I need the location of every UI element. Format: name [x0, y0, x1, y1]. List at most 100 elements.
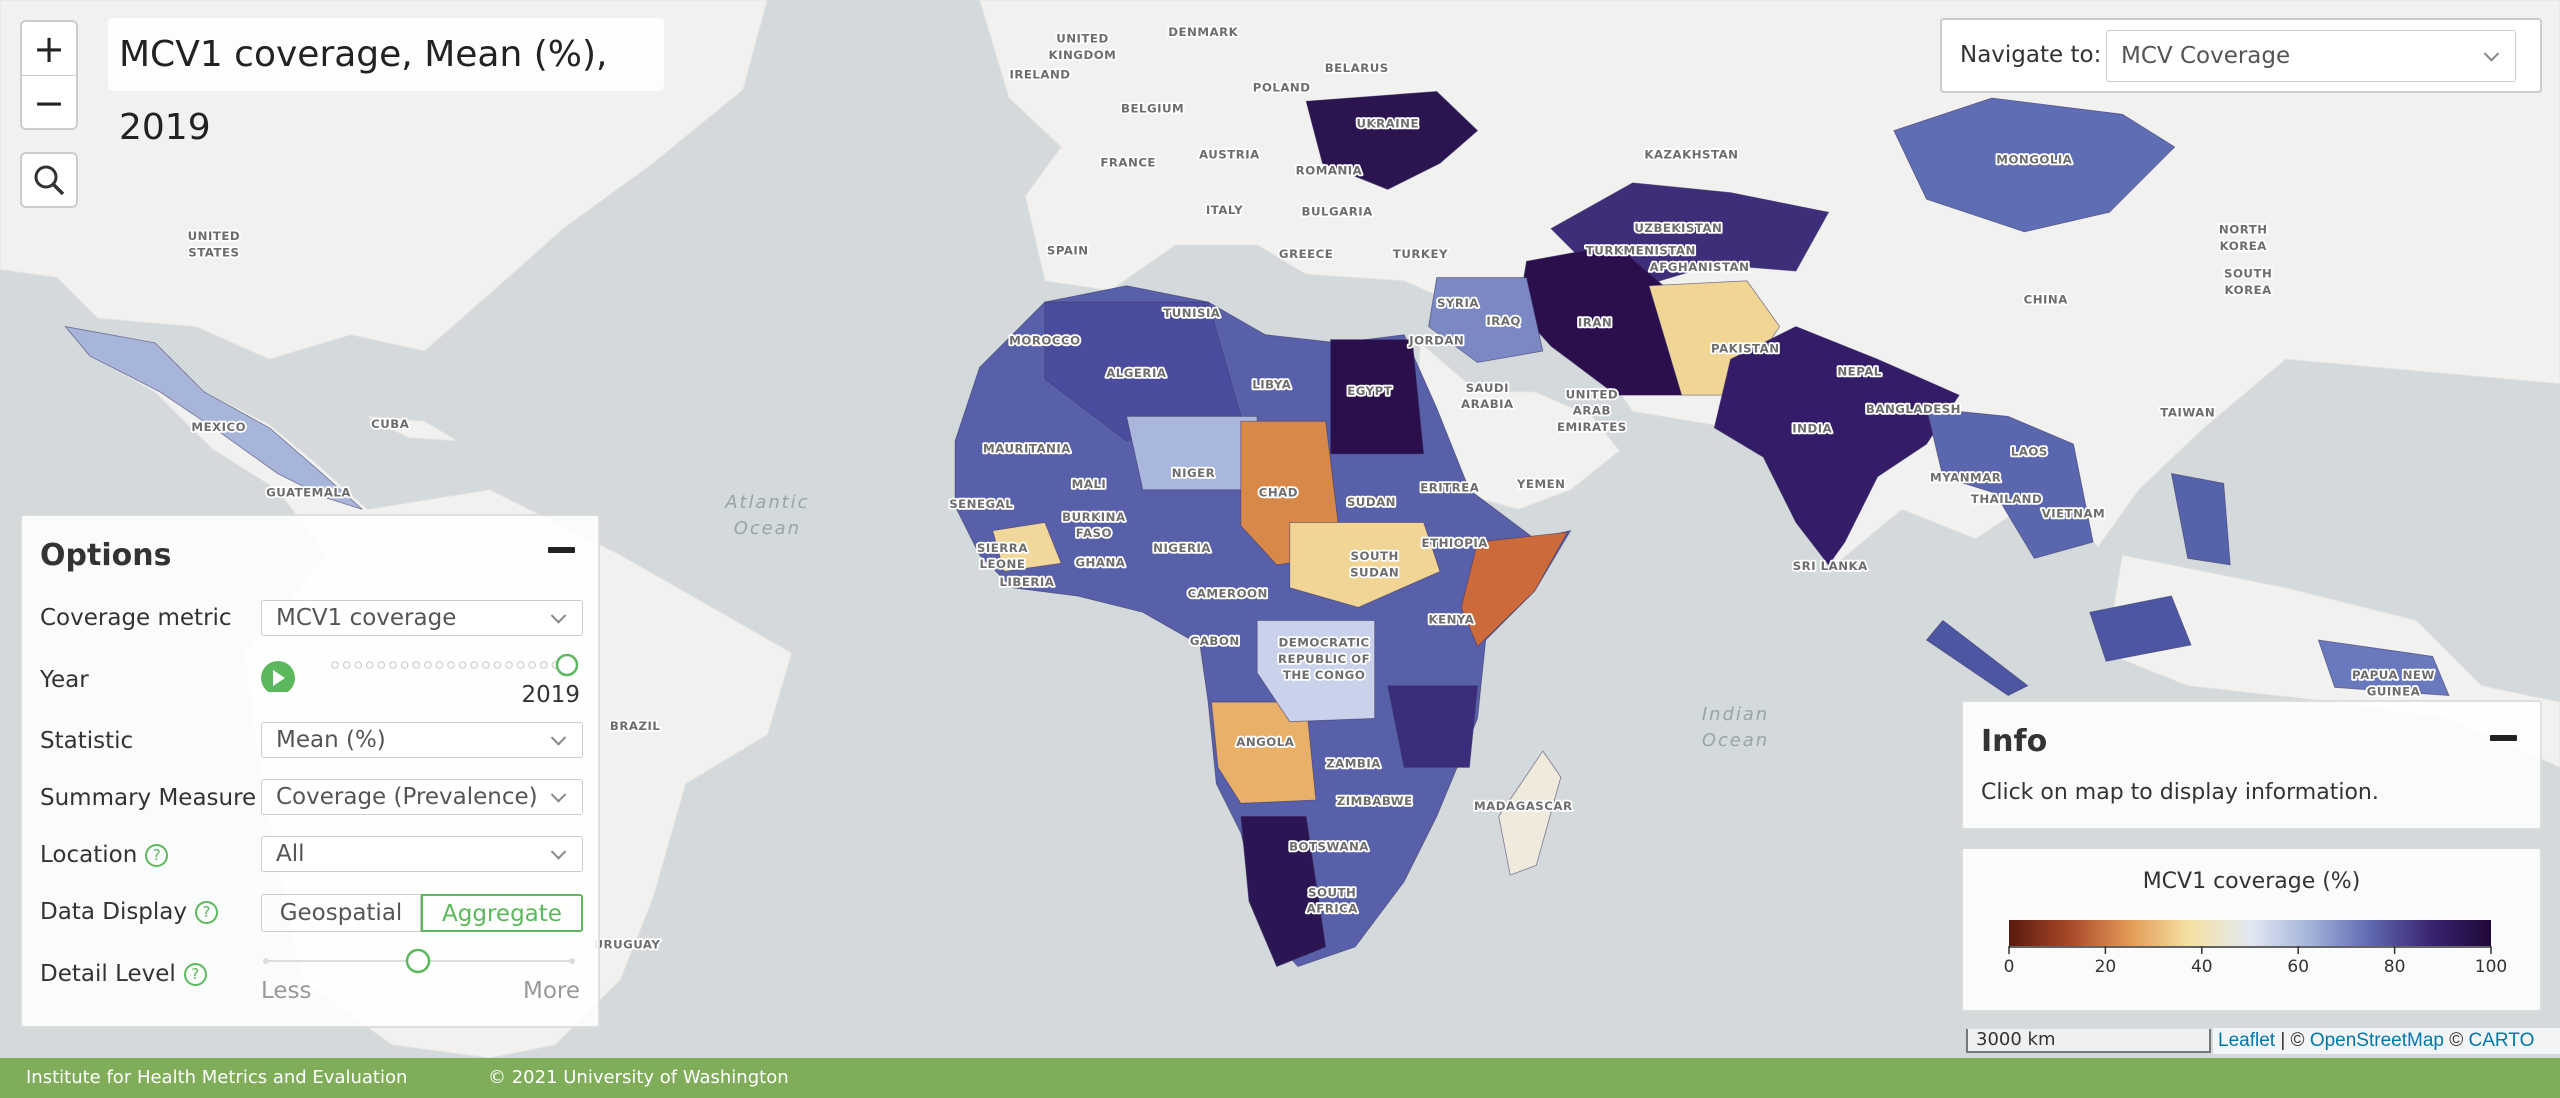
collapse-button[interactable]: [2490, 735, 2517, 741]
year-slider[interactable]: [258, 648, 588, 692]
country-label: BOTSWANA: [1289, 840, 1369, 854]
detail-slider[interactable]: [258, 946, 588, 976]
collapse-button[interactable]: [548, 547, 575, 553]
country-label: BELGIUM: [1121, 102, 1184, 116]
option-label: Location?: [40, 842, 169, 868]
slider-thumb[interactable]: [405, 948, 431, 974]
ocean-label: Ocean: [734, 518, 801, 539]
country-label: TURKMENISTAN: [1586, 244, 1696, 258]
country-label: IRELAND: [1009, 67, 1070, 81]
country-label: POLAND: [1253, 80, 1311, 94]
footer: Institute for Health Metrics and Evaluat…: [0, 1058, 2560, 1098]
year-dot: [412, 661, 421, 669]
year-dot: [528, 661, 537, 669]
attribution: Leaflet | © OpenStreetMap © CARTO: [2213, 1028, 2560, 1054]
country-label: MONGOLIA: [1996, 152, 2072, 166]
map-labels: UNITED KINGDOM IRELAND DENMARK BELARUS POLAND…: [186, 23, 2436, 953]
year-value: 2019: [521, 682, 580, 708]
country-label: SENEGAL: [949, 497, 1013, 511]
ocean-label: Atlantic: [724, 492, 809, 513]
ocean-label: Indian: [1702, 704, 1769, 725]
attribution-link[interactable]: OpenStreetMap: [2309, 1030, 2444, 1051]
country-label: UNITED: [188, 229, 240, 243]
zoom-out-button[interactable]: −: [22, 75, 76, 129]
location-label: Location: [40, 842, 138, 868]
data-display-option[interactable]: Geospatial: [261, 894, 421, 932]
data-display-label: Data Display: [40, 899, 188, 925]
country-label: URUGUAY: [594, 938, 661, 952]
year-dot: [400, 661, 409, 669]
country-label: UZBEKISTAN: [1634, 221, 1722, 235]
option-label: Detail Level?: [40, 961, 207, 987]
country-label: DENMARK: [1168, 25, 1238, 39]
country-label: TUNISIA: [1163, 306, 1221, 320]
country-label: KOREA: [2220, 239, 2268, 253]
search-button[interactable]: [20, 152, 78, 208]
country-label: GREECE: [1279, 247, 1333, 261]
help-icon[interactable]: ?: [195, 901, 219, 924]
options-panel: Options Coverage metric MCV1 coverage Ye…: [20, 514, 600, 1028]
country-label: MYANMAR: [1930, 471, 2001, 485]
country-label: EMIRATES: [1557, 420, 1627, 434]
search-icon: [34, 165, 65, 196]
country-label: ETHIOPIA: [1422, 536, 1489, 550]
attribution-link[interactable]: CARTO: [2468, 1030, 2535, 1051]
country-label: LIBERIA: [1000, 575, 1055, 589]
option-label: Statistic: [40, 728, 134, 754]
country-label: NORTH: [2219, 222, 2268, 236]
navigate-select[interactable]: MCV Coverage: [2106, 30, 2516, 82]
country-label: LEONE: [980, 557, 1026, 571]
country-label: SYRIA: [1437, 296, 1479, 310]
attribution-text: ©: [2449, 1030, 2464, 1051]
slider-min-label: Less: [261, 978, 312, 1004]
zoom-control: + −: [20, 20, 78, 130]
year-dot: [424, 661, 432, 669]
summary-measure-select[interactable]: Coverage (Prevalence): [261, 779, 583, 815]
data-display-option[interactable]: Aggregate: [421, 894, 583, 932]
attribution-text: | ©: [2280, 1030, 2305, 1051]
coverage-metric-select[interactable]: MCV1 coverage: [261, 600, 583, 636]
country-label: REPUBLIC OF: [1278, 652, 1370, 666]
year-dot: [342, 661, 351, 669]
info-text: Click on map to display information.: [1981, 780, 2379, 805]
legend-tick-label: 80: [2384, 957, 2406, 977]
country-label: GUINEA: [2367, 685, 2421, 699]
country-label: ROMANIA: [1296, 164, 1363, 178]
country-label: SIERRA: [977, 541, 1028, 555]
country-label: FASO: [1076, 526, 1112, 540]
country-label: MADAGASCAR: [1474, 799, 1573, 813]
attribution-link[interactable]: Leaflet: [2218, 1030, 2276, 1051]
year-dot: [505, 661, 513, 669]
options-title: Options: [40, 538, 172, 573]
ocean-label: Ocean: [1702, 730, 1769, 751]
location-select[interactable]: All: [261, 836, 583, 872]
country-label: STATES: [188, 245, 239, 259]
play-icon: [273, 670, 285, 686]
country-label: EGYPT: [1347, 384, 1392, 398]
slider-end: [569, 958, 575, 964]
zoom-in-button[interactable]: +: [33, 26, 65, 71]
country-label: MALI: [1072, 477, 1107, 491]
scale-bar: 3000 km: [1966, 1029, 2211, 1053]
choropleth: [64, 91, 2450, 968]
year-dot: [539, 661, 548, 669]
legend-tick-label: 40: [2191, 957, 2213, 977]
country-label: ANGOLA: [1236, 735, 1294, 749]
country-label: CUBA: [371, 417, 410, 431]
help-icon[interactable]: ?: [183, 963, 207, 986]
year-thumb[interactable]: [555, 653, 579, 677]
help-icon[interactable]: ?: [145, 844, 169, 867]
navigate-label: Navigate to:: [1960, 42, 2102, 68]
country-label: BRAZIL: [610, 719, 660, 733]
country-label: CHINA: [2024, 293, 2069, 307]
country-label: KOREA: [2225, 283, 2273, 297]
statistic-select[interactable]: Mean (%): [261, 722, 583, 758]
country-label: SOUTH: [2224, 267, 2272, 281]
country-label: ARAB: [1573, 404, 1611, 418]
option-label: Coverage metric: [40, 605, 232, 631]
country-label: ERITREA: [1420, 480, 1479, 494]
option-label: Year: [40, 667, 89, 693]
option-label: Summary Measure: [40, 785, 257, 811]
